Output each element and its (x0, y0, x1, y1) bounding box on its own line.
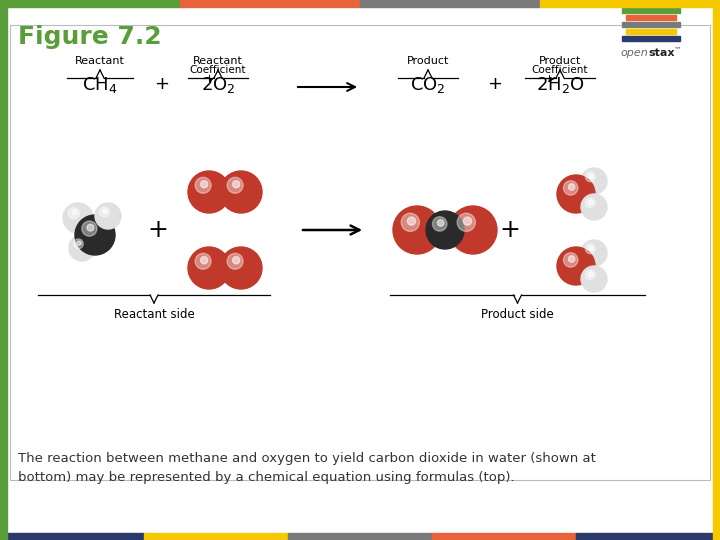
Text: Coefficient: Coefficient (190, 65, 246, 75)
Circle shape (188, 171, 230, 213)
Circle shape (464, 217, 472, 225)
Circle shape (220, 247, 262, 289)
Circle shape (589, 272, 593, 276)
Circle shape (557, 247, 595, 285)
Circle shape (82, 221, 97, 236)
Bar (0, 0, 180, 7)
Circle shape (393, 206, 441, 254)
Circle shape (557, 175, 595, 213)
Text: The reaction between methane and oxygen to yield carbon dioxide in water (shown : The reaction between methane and oxygen … (18, 452, 596, 484)
Circle shape (195, 177, 211, 193)
Text: $\mathrm{CH_4}$: $\mathrm{CH_4}$ (82, 75, 118, 95)
Circle shape (408, 217, 415, 225)
Circle shape (75, 215, 115, 255)
Bar (626, 29, 676, 34)
Circle shape (585, 270, 595, 280)
Circle shape (449, 206, 497, 254)
Circle shape (581, 194, 607, 220)
Circle shape (433, 217, 447, 231)
Circle shape (585, 198, 595, 208)
Circle shape (227, 253, 243, 269)
Bar (0, 533, 144, 540)
Text: Product: Product (539, 56, 581, 66)
Text: Product: Product (407, 56, 449, 66)
Circle shape (195, 253, 211, 269)
Circle shape (233, 256, 240, 264)
Text: +: + (148, 218, 168, 242)
Bar (713, 0, 720, 540)
Circle shape (568, 256, 575, 262)
Text: Reactant: Reactant (193, 56, 243, 66)
Circle shape (437, 220, 444, 226)
Bar (360, 0, 540, 7)
Circle shape (233, 181, 240, 188)
Circle shape (589, 174, 593, 178)
Text: $\mathrm{2O_2}$: $\mathrm{2O_2}$ (201, 75, 235, 95)
Circle shape (568, 184, 575, 190)
Text: open: open (620, 48, 648, 58)
Text: Reactant side: Reactant side (114, 308, 194, 321)
FancyBboxPatch shape (10, 25, 710, 480)
Circle shape (103, 209, 107, 213)
Circle shape (69, 235, 95, 261)
Text: Product side: Product side (481, 308, 554, 321)
Bar (288, 533, 432, 540)
Circle shape (77, 241, 81, 245)
Circle shape (581, 240, 607, 266)
Bar (622, 22, 680, 27)
Circle shape (401, 213, 419, 232)
Text: Coefficient: Coefficient (532, 65, 588, 75)
Bar (576, 533, 720, 540)
Text: stax: stax (648, 48, 675, 58)
Text: +: + (487, 75, 503, 93)
Circle shape (564, 181, 578, 195)
Circle shape (201, 256, 208, 264)
Circle shape (72, 210, 77, 215)
Bar (0, 0, 7, 540)
Circle shape (95, 203, 121, 229)
Circle shape (457, 213, 475, 232)
Circle shape (188, 247, 230, 289)
Circle shape (220, 171, 262, 213)
Circle shape (585, 172, 595, 182)
Circle shape (68, 207, 79, 219)
Text: Figure 7.2: Figure 7.2 (18, 25, 161, 49)
Text: $\mathrm{CO_2}$: $\mathrm{CO_2}$ (410, 75, 446, 95)
Bar (622, 8, 680, 13)
Bar (144, 533, 288, 540)
Text: +: + (500, 218, 521, 242)
Circle shape (426, 211, 464, 249)
Bar (622, 36, 680, 41)
Text: $\mathrm{2H_2O}$: $\mathrm{2H_2O}$ (536, 75, 585, 95)
Circle shape (73, 239, 84, 249)
Circle shape (585, 244, 595, 254)
Text: +: + (155, 75, 169, 93)
Circle shape (589, 246, 593, 251)
Bar (626, 15, 676, 20)
Circle shape (99, 207, 109, 217)
Text: Reactant: Reactant (75, 56, 125, 66)
Circle shape (227, 177, 243, 193)
Circle shape (581, 168, 607, 194)
Circle shape (63, 203, 93, 233)
Circle shape (581, 266, 607, 292)
Circle shape (589, 200, 593, 205)
Circle shape (564, 253, 578, 267)
Circle shape (201, 181, 208, 188)
Bar (540, 0, 720, 7)
Bar (432, 533, 576, 540)
Text: ™: ™ (674, 46, 682, 55)
Circle shape (87, 224, 94, 231)
Bar (180, 0, 360, 7)
